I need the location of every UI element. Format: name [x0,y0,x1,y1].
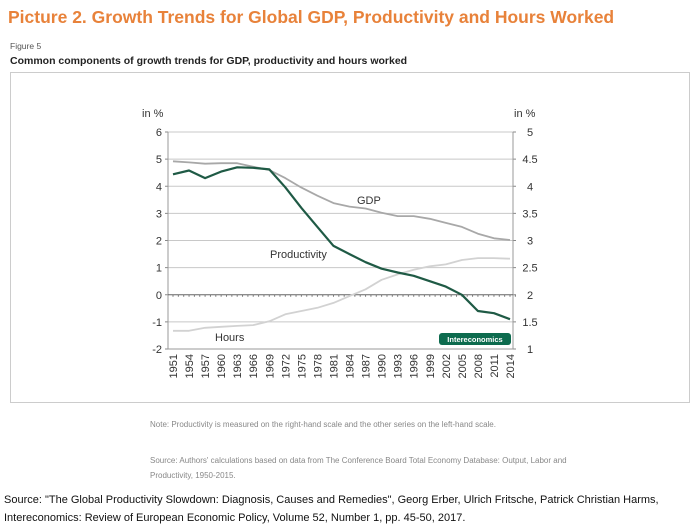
axes [165,131,516,350]
intereconomics-badge [439,333,511,345]
x-tick-label: 2002 [441,354,453,378]
x-tick-label: 1993 [393,354,405,378]
right-tick-label: 2 [527,290,533,302]
x-tick-label: 1963 [232,354,244,378]
series-lines [172,160,511,332]
source-line-1: Source: "The Global Productivity Slowdow… [4,494,659,506]
figure-label: Figure 5 [10,41,42,51]
left-tick-label: 2 [156,236,162,248]
x-tick-label: 1951 [168,354,180,378]
x-tick-label: 1987 [361,354,373,378]
source-line-2: Intereconomics: Review of European Econo… [4,512,466,524]
page-title: Picture 2. Growth Trends for Global GDP,… [8,7,615,27]
x-tick-label: 1981 [328,354,340,378]
x-tick-label: 1966 [248,354,260,378]
labels: 6 5 4 3 2 1 0 -1 -2 5 4.5 4 3.5 3 2.5 2 1.5 1 1951 1954 1957… [152,127,537,378]
x-tick-label: 1969 [264,354,276,378]
chart-frame [10,72,690,403]
x-tick-label: 1978 [312,354,324,378]
chart-note: Note: Productivity is measured on the ri… [150,420,496,429]
left-tick-label: 1 [156,263,162,275]
right-axis-label: in % [514,108,536,120]
x-tick-label: 1999 [425,354,437,378]
x-tick-label: 1990 [377,354,389,378]
x-tick-label: 2011 [489,354,501,378]
left-tick-label: -2 [152,344,162,356]
gridlines [168,131,513,323]
series-line-gdp [172,160,511,241]
series-label-hours: Hours [215,332,245,344]
left-tick-label: 0 [156,290,162,302]
x-tick-label: 2005 [457,354,469,378]
left-tick-label: 3 [156,208,162,220]
right-tick-label: 1 [527,344,533,356]
right-tick-label: 3 [527,236,533,248]
chart-subtitle: Common components of growth trends for G… [10,55,408,67]
x-tick-label: 2008 [473,354,485,378]
right-tick-label: 4.5 [522,154,537,166]
left-tick-label: 6 [156,127,162,139]
x-tick-label: 1972 [280,354,292,378]
series-label-gdp: GDP [357,195,381,207]
left-tick-label: -1 [152,317,162,329]
series-label-productivity: Productivity [270,249,327,261]
chart-source-note: Source: Authors' calculations based on d… [150,456,567,480]
x-tick-label: 2014 [505,354,517,378]
left-axis-label: in % [142,108,164,120]
left-tick-label: 5 [156,154,162,166]
x-tick-label: 1954 [184,354,196,378]
x-tick-label: 1984 [345,354,357,378]
series-line-hours [173,257,511,332]
right-tick-label: 4 [527,181,533,193]
x-tick-label: 1996 [409,354,421,378]
right-tick-label: 3.5 [522,208,537,220]
right-tick-label: 2.5 [522,263,537,275]
source-citation: Source: "The Global Productivity Slowdow… [4,491,696,527]
right-tick-label: 1.5 [522,317,537,329]
badge-text: Intereconomics [447,335,502,344]
left-tick-label: 4 [156,181,162,193]
x-tick-label: 1960 [216,354,228,378]
x-tick-label: 1957 [200,354,212,378]
series-line-productivity [172,166,511,321]
right-tick-label: 5 [527,127,533,139]
x-tick-label: 1975 [296,354,308,378]
